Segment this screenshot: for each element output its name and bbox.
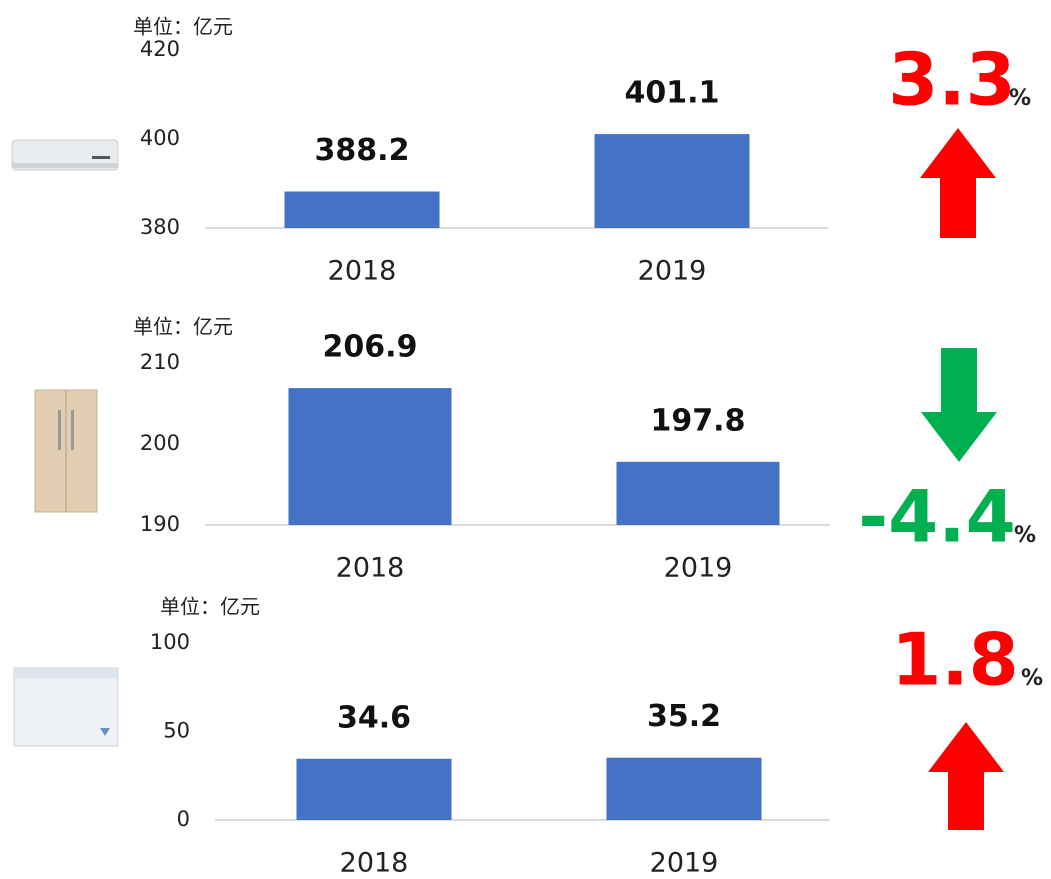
x-tick-label: 2018 — [336, 553, 405, 584]
change-value: 1.8 — [891, 618, 1019, 702]
value-label: 35.2 — [647, 699, 721, 734]
y-tick-label: 0 — [177, 807, 190, 831]
y-tick-label: 200 — [140, 431, 180, 455]
unit-label: 单位：亿元 — [160, 595, 260, 619]
y-tick-label: 190 — [140, 512, 180, 536]
x-tick-label: 2018 — [328, 256, 397, 287]
y-tick-label: 210 — [140, 350, 180, 374]
unit-label: 单位：亿元 — [133, 315, 233, 339]
bar-chart: 单位：亿元 190 200 210 206.9 2018 197.8 2019 -4.4% — [133, 315, 1036, 584]
fridge-icon — [34, 389, 98, 513]
bar — [284, 191, 440, 228]
bar — [616, 461, 780, 525]
bar-chart: 单位：亿元 0 50 100 34.6 2018 35.2 2019 1.8% — [150, 595, 1043, 879]
change-arrow — [921, 348, 997, 462]
y-tick-label: 100 — [150, 630, 190, 654]
x-tick-label: 2019 — [638, 256, 707, 287]
bar-chart: 单位：亿元 380 400 420 388.2 2018 401.1 2019 3.3% — [133, 15, 1031, 287]
x-tick-label: 2019 — [650, 848, 719, 879]
y-tick-label: 50 — [163, 719, 190, 743]
y-tick-label: 400 — [140, 126, 180, 150]
unit-label: 单位：亿元 — [133, 15, 233, 39]
value-label: 388.2 — [315, 133, 410, 168]
bar — [288, 388, 452, 525]
value-label: 197.8 — [651, 403, 746, 438]
y-tick-label: 420 — [140, 37, 180, 61]
change-value: -4.4 — [858, 475, 1015, 559]
value-label: 206.9 — [323, 330, 418, 365]
bar — [296, 758, 452, 820]
bar — [606, 757, 762, 820]
appliance-icons — [11, 139, 119, 747]
bar — [594, 134, 750, 228]
change-value: 3.3 — [888, 38, 1016, 122]
change-arrow — [920, 128, 996, 238]
x-tick-label: 2018 — [340, 848, 409, 879]
change-unit: % — [1021, 666, 1043, 691]
freezer-icon — [13, 667, 119, 747]
change-unit: % — [1014, 523, 1036, 548]
value-label: 34.6 — [337, 700, 411, 735]
x-tick-label: 2019 — [664, 553, 733, 584]
change-unit: % — [1009, 86, 1031, 111]
air-conditioner-icon — [11, 139, 119, 171]
change-arrow — [928, 722, 1004, 830]
value-label: 401.1 — [625, 76, 720, 111]
y-tick-label: 380 — [140, 215, 180, 239]
